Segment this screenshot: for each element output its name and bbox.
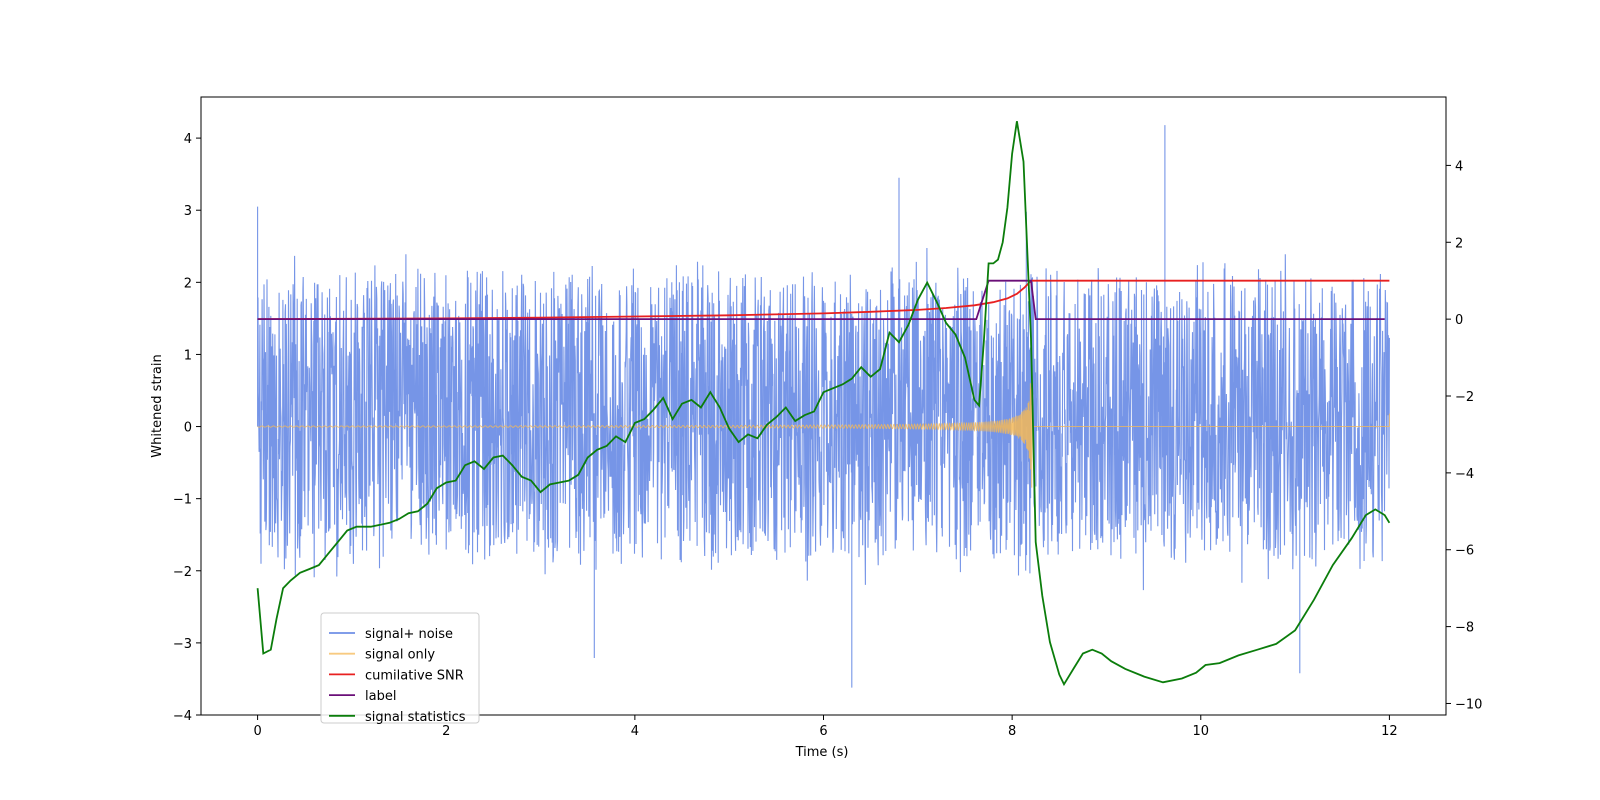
- series-signal-statistics-line: [256, 121, 1391, 687]
- x-tick-label: 4: [631, 724, 639, 739]
- legend-label: cumilative SNR: [365, 668, 464, 683]
- series-signal-only-line: [257, 383, 1390, 488]
- series-signal-plus-noise-line: [257, 125, 1390, 688]
- x-tick-label: 0: [253, 724, 261, 739]
- legend-label: label: [365, 689, 396, 704]
- x-tick-label: 10: [1192, 724, 1209, 739]
- y2-tick-label: −6: [1455, 544, 1474, 559]
- y2-tick-label: −4: [1455, 467, 1474, 482]
- y-tick-label: −1: [173, 493, 192, 508]
- x-tick-label: 12: [1381, 724, 1398, 739]
- y2-tick-label: 4: [1455, 159, 1463, 174]
- legend: signal+ noise signal only cumilative SNR la…: [320, 612, 480, 725]
- y-axis-ticks: −4 −3 −2 −1 0 1 2 3 4: [173, 132, 201, 724]
- legend-frame: [320, 612, 480, 724]
- y-tick-label: −3: [173, 637, 192, 652]
- legend-label: signal only: [365, 648, 435, 663]
- y-tick-label: 4: [184, 132, 192, 147]
- y-tick-label: −2: [173, 565, 192, 580]
- x-tick-label: 2: [442, 724, 450, 739]
- legend-label: signal statistics: [365, 710, 466, 725]
- series-label-line: [257, 279, 1385, 320]
- y2-tick-label: −8: [1455, 621, 1474, 636]
- y2-tick-label: −10: [1455, 697, 1482, 712]
- y2-axis-ticks: −10 −8 −6 −4 −2 0 2 4: [1446, 159, 1482, 712]
- y2-tick-label: 0: [1455, 313, 1463, 328]
- y2-tick-label: −2: [1455, 390, 1474, 405]
- y-axis-label: Whitened strain: [150, 354, 165, 457]
- y2-tick-label: 2: [1455, 236, 1463, 251]
- x-axis-label: Time (s): [795, 745, 849, 760]
- legend-label: signal+ noise: [365, 627, 453, 642]
- y-tick-label: 1: [184, 348, 192, 363]
- y-tick-label: 2: [184, 276, 192, 291]
- y-tick-label: −4: [173, 709, 192, 724]
- series-cumulative-snr-line: [257, 279, 1390, 320]
- x-tick-label: 8: [1008, 724, 1016, 739]
- y-tick-label: 3: [184, 204, 192, 219]
- series-layer: [256, 121, 1391, 688]
- x-tick-label: 6: [819, 724, 827, 739]
- y-tick-label: 0: [184, 421, 192, 436]
